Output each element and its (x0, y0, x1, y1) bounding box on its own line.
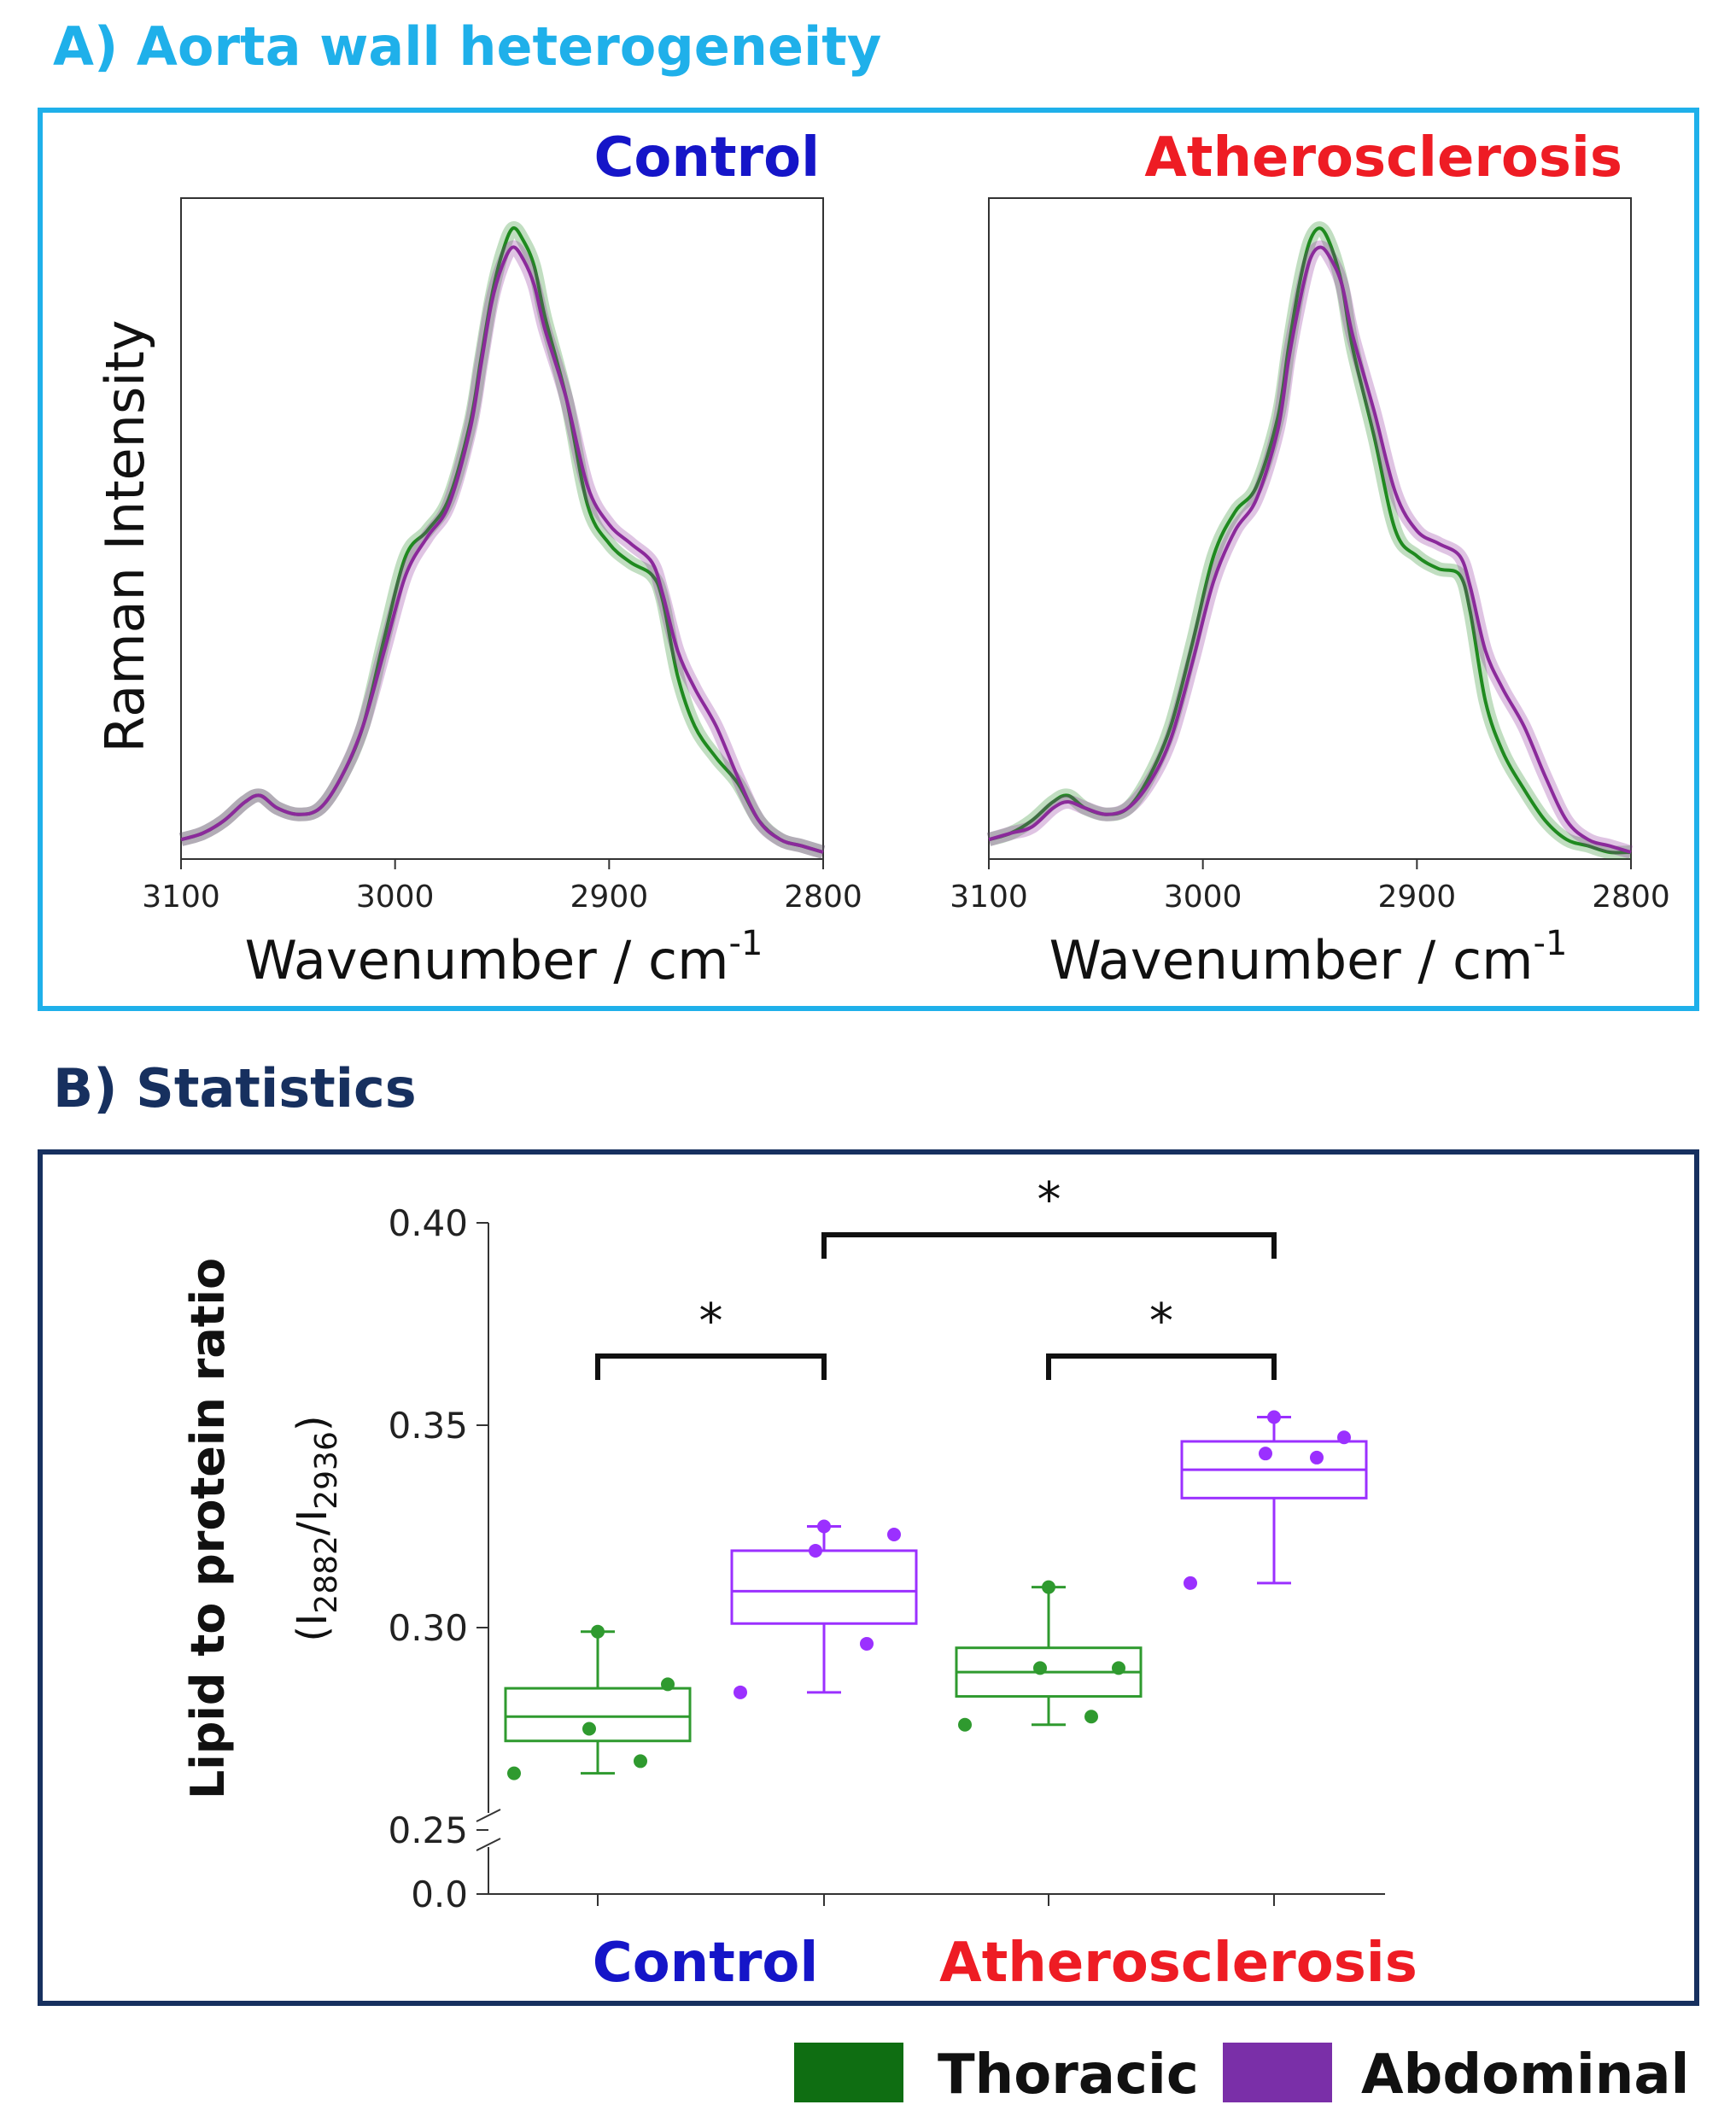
atherosclerosis-x-tick-label: 2800 (1592, 880, 1670, 915)
control-abdominal-data-point (734, 1685, 747, 1699)
axis-break-mark (476, 1838, 501, 1851)
control-x-axis-label: Wavenumber / cm-1 (245, 924, 763, 991)
boxplot-y-tick-label: 0.30 (388, 1607, 468, 1649)
control-abdominal-data-point (860, 1636, 874, 1651)
panel-a-frame (38, 108, 1699, 1011)
atherosclerosis-abdominal-data-point (1337, 1430, 1351, 1445)
atherosclerosis-x-tick-label: 3100 (950, 880, 1028, 915)
atherosclerosis-x-axis-label: Wavenumber / cm-1 (1049, 924, 1568, 991)
control-abdominal-data-point (817, 1519, 831, 1534)
atherosclerosis-group-label: Atherosclerosis (939, 1932, 1417, 1995)
atherosclerosis-abdominal-data-point (1184, 1576, 1197, 1590)
control-x-tick-label: 2800 (784, 880, 862, 915)
control-abdominal-data-point (809, 1543, 822, 1558)
control-thoracic-data-point (591, 1624, 605, 1639)
atherosclerosis-x-tick-label: 3000 (1164, 880, 1242, 915)
significance-bracket (595, 1353, 827, 1380)
atherosclerosis-abdominal-data-point (1310, 1450, 1324, 1464)
axis-break-mark (476, 1809, 501, 1822)
boxplot-y-tick-label: 0.40 (388, 1202, 468, 1244)
significance-star: * (699, 1294, 723, 1349)
legend-thoracic-label: Thoracic (938, 2043, 1199, 2107)
significance-bracket (1046, 1353, 1277, 1380)
control-plot-frame (180, 197, 824, 860)
control-abdominal-box (730, 1549, 918, 1625)
control-abdominal-data-point (887, 1527, 901, 1541)
atherosclerosis-abdominal-data-point (1259, 1447, 1272, 1461)
raman-intensity-label: Raman Intensity (94, 320, 156, 753)
control-abdominal-spectrum-line (180, 245, 824, 854)
significance-bracket (821, 1232, 1277, 1259)
legend-abdominal-swatch (1223, 2043, 1332, 2102)
boxplot-y-axis-sublabel: (I2882/I2936) (289, 1415, 344, 1641)
panel-a-title: A) Aorta wall heterogeneity (53, 15, 882, 78)
boxplot-y-tick-label: 0.35 (388, 1405, 468, 1447)
atherosclerosis-abdominal-spectrum-line (988, 245, 1632, 854)
atherosclerosis-abdominal-sd-band (986, 240, 1634, 859)
boxplot-y-tick-label: 0.25 (388, 1809, 468, 1851)
control-group-label: Control (593, 1932, 819, 1995)
atherosclerosis-x-tick-label: 2900 (1378, 880, 1457, 915)
control-spectrum-title: Control (593, 126, 820, 190)
atherosclerosis-plot-frame (988, 197, 1632, 860)
legend-thoracic-swatch (794, 2043, 903, 2102)
atherosclerosis-thoracic-data-point (958, 1717, 972, 1732)
control-thoracic-data-point (582, 1722, 596, 1736)
atherosclerosis-abdominal-data-point (1267, 1410, 1281, 1424)
control-spectrum-chart: Control Raman Intensity Wavenumber / cm-… (94, 126, 862, 991)
panel-b-frame (38, 1149, 1699, 2006)
control-thoracic-data-point (634, 1754, 647, 1768)
atherosclerosis-spectrum-title: Atherosclerosis (1144, 126, 1622, 190)
legend-abdominal-label: Abdominal (1361, 2043, 1689, 2107)
atherosclerosis-thoracic-data-point (1084, 1710, 1098, 1724)
atherosclerosis-thoracic-data-point (1112, 1661, 1125, 1675)
control-thoracic-data-point (507, 1766, 521, 1780)
control-abdominal-sd-band (178, 240, 826, 859)
boxplot-y-tick-label: 0.0 (411, 1874, 468, 1915)
control-thoracic-data-point (661, 1677, 675, 1692)
panel-b-title: B) Statistics (53, 1057, 417, 1120)
atherosclerosis-thoracic-data-point (1042, 1580, 1055, 1594)
legend: Thoracic Abdominal (794, 2043, 1689, 2107)
boxplot-y-axis-label: Lipid to protein ratio (181, 1258, 235, 1799)
control-x-tick-label: 3000 (356, 880, 435, 915)
atherosclerosis-thoracic-data-point (1033, 1661, 1047, 1675)
control-x-tick-label: 2900 (570, 880, 649, 915)
lipid-protein-boxplot: Lipid to protein ratio (I2882/I2936) Con… (181, 1172, 1417, 1995)
control-x-tick-label: 3100 (142, 880, 220, 915)
atherosclerosis-spectrum-chart: Atherosclerosis Wavenumber / cm-1 3100 30… (950, 126, 1670, 991)
significance-star: * (1149, 1294, 1173, 1349)
control-thoracic-box (504, 1687, 692, 1743)
significance-star: * (1038, 1172, 1061, 1228)
